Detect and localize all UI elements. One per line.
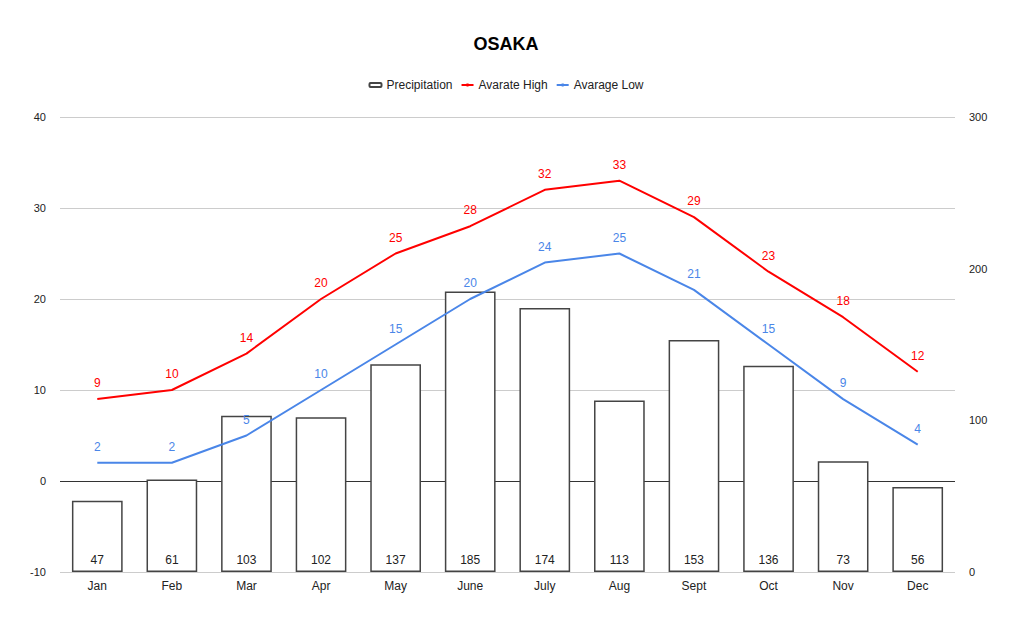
svg-text:174: 174 bbox=[535, 553, 555, 567]
svg-text:18: 18 bbox=[836, 294, 850, 308]
svg-text:2: 2 bbox=[94, 440, 101, 454]
svg-text:185: 185 bbox=[460, 553, 480, 567]
svg-text:73: 73 bbox=[836, 553, 850, 567]
svg-text:Avarate High: Avarate High bbox=[479, 78, 548, 92]
svg-text:12: 12 bbox=[911, 349, 925, 363]
svg-text:100: 100 bbox=[969, 414, 987, 426]
svg-text:15: 15 bbox=[762, 322, 776, 336]
svg-text:0: 0 bbox=[40, 475, 46, 487]
svg-text:-10: -10 bbox=[30, 566, 46, 578]
svg-text:9: 9 bbox=[94, 376, 101, 390]
svg-text:21: 21 bbox=[687, 267, 701, 281]
svg-text:136: 136 bbox=[759, 553, 779, 567]
svg-text:47: 47 bbox=[91, 553, 105, 567]
svg-text:28: 28 bbox=[464, 203, 478, 217]
svg-text:300: 300 bbox=[969, 111, 987, 123]
svg-text:Oct: Oct bbox=[759, 579, 778, 593]
svg-text:May: May bbox=[384, 579, 407, 593]
svg-text:29: 29 bbox=[687, 194, 701, 208]
svg-text:10: 10 bbox=[314, 367, 328, 381]
svg-text:23: 23 bbox=[762, 249, 776, 263]
svg-text:15: 15 bbox=[389, 322, 403, 336]
svg-text:102: 102 bbox=[311, 553, 331, 567]
svg-text:25: 25 bbox=[389, 231, 403, 245]
svg-text:20: 20 bbox=[34, 293, 46, 305]
svg-text:Sept: Sept bbox=[682, 579, 707, 593]
svg-text:Aug: Aug bbox=[609, 579, 630, 593]
svg-text:10: 10 bbox=[165, 367, 179, 381]
svg-text:24: 24 bbox=[538, 240, 552, 254]
svg-text:Nov: Nov bbox=[832, 579, 853, 593]
svg-text:137: 137 bbox=[386, 553, 406, 567]
svg-text:56: 56 bbox=[911, 553, 925, 567]
svg-text:Avarage Low: Avarage Low bbox=[574, 78, 644, 92]
svg-text:200: 200 bbox=[969, 263, 987, 275]
svg-text:Mar: Mar bbox=[236, 579, 257, 593]
svg-text:5: 5 bbox=[243, 413, 250, 427]
svg-text:Dec: Dec bbox=[907, 579, 928, 593]
svg-text:Feb: Feb bbox=[162, 579, 183, 593]
svg-text:33: 33 bbox=[613, 158, 627, 172]
svg-text:20: 20 bbox=[314, 276, 328, 290]
svg-text:Apr: Apr bbox=[312, 579, 331, 593]
svg-text:June: June bbox=[457, 579, 483, 593]
svg-text:25: 25 bbox=[613, 231, 627, 245]
svg-text:OSAKA: OSAKA bbox=[473, 34, 538, 54]
svg-text:4: 4 bbox=[914, 422, 921, 436]
svg-text:14: 14 bbox=[240, 331, 254, 345]
svg-text:40: 40 bbox=[34, 111, 46, 123]
svg-text:30: 30 bbox=[34, 202, 46, 214]
svg-text:153: 153 bbox=[684, 553, 704, 567]
svg-text:Precipitation: Precipitation bbox=[386, 78, 452, 92]
svg-text:113: 113 bbox=[610, 553, 629, 567]
svg-text:Jan: Jan bbox=[88, 579, 107, 593]
svg-text:61: 61 bbox=[165, 553, 179, 567]
svg-text:20: 20 bbox=[464, 276, 478, 290]
svg-text:10: 10 bbox=[34, 384, 46, 396]
svg-text:0: 0 bbox=[969, 566, 975, 578]
svg-text:103: 103 bbox=[236, 553, 256, 567]
svg-text:9: 9 bbox=[840, 376, 847, 390]
svg-text:2: 2 bbox=[169, 440, 176, 454]
svg-text:32: 32 bbox=[538, 167, 552, 181]
svg-text:July: July bbox=[534, 579, 555, 593]
